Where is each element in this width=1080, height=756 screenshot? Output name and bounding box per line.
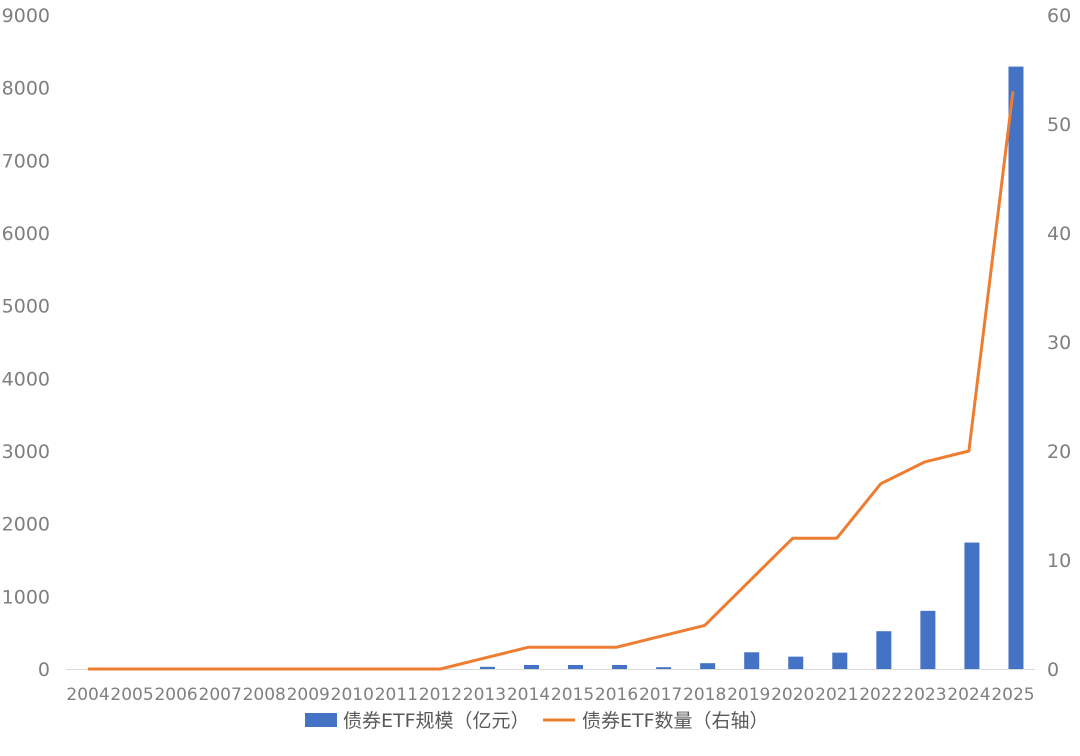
x-tick-label: 2012 [419, 685, 462, 705]
y-right-tick-label: 20 [1047, 441, 1071, 463]
y-left-tick-label: 7000 [2, 150, 50, 172]
bar [479, 666, 495, 669]
y-right-tick-label: 0 [1047, 659, 1059, 681]
y-right-tick-label: 30 [1047, 332, 1071, 354]
x-tick-label: 2025 [991, 685, 1034, 705]
x-tick-label: 2014 [507, 685, 550, 705]
x-tick-label: 2015 [551, 685, 594, 705]
bar-series [479, 66, 1024, 670]
y-right-tick-label: 40 [1047, 223, 1071, 245]
y-left-tick-label: 5000 [2, 296, 50, 318]
x-tick-label: 2020 [771, 685, 814, 705]
x-tick-label: 2024 [947, 685, 990, 705]
x-tick-label: 2017 [639, 685, 682, 705]
right-axis-ticks: 0 10 20 30 40 50 60 [1047, 5, 1071, 681]
bar [788, 656, 804, 669]
x-tick-label: 2019 [727, 685, 770, 705]
y-right-tick-label: 60 [1047, 5, 1071, 27]
bar [568, 665, 584, 669]
bar [700, 663, 716, 669]
x-tick-label: 2022 [859, 685, 902, 705]
legend-line-label: 债券ETF数量（右轴） [582, 710, 769, 732]
x-tick-label: 2011 [375, 685, 418, 705]
y-left-tick-label: 8000 [2, 78, 50, 100]
x-tick-label: 2006 [154, 685, 197, 705]
y-right-tick-label: 50 [1047, 114, 1071, 136]
y-left-tick-label: 9000 [2, 5, 50, 27]
legend-bar-swatch [305, 713, 337, 727]
legend-bar-label: 债券ETF规模（亿元） [343, 710, 530, 732]
x-tick-label: 2009 [287, 685, 330, 705]
x-tick-label: 2004 [66, 685, 109, 705]
x-axis-ticks: 2004 2005 2006 2007 2008 2009 2010 2011 2012 2013… [66, 685, 1034, 705]
bar [876, 631, 892, 669]
bar [744, 652, 760, 669]
x-tick-label: 2018 [683, 685, 726, 705]
y-right-tick-label: 10 [1047, 550, 1071, 572]
x-tick-label: 2021 [815, 685, 858, 705]
x-tick-label: 2023 [903, 685, 946, 705]
line-series [88, 91, 1015, 671]
y-left-tick-label: 4000 [2, 368, 50, 390]
y-left-tick-label: 6000 [2, 223, 50, 245]
bar [656, 667, 672, 669]
bar [1008, 66, 1024, 670]
x-tick-label: 2007 [199, 685, 242, 705]
y-left-tick-label: 0 [38, 659, 50, 681]
y-left-tick-label: 1000 [2, 586, 50, 608]
left-axis-ticks: 0 1000 2000 3000 4000 5000 6000 7000 8000 9000 [2, 5, 50, 681]
bar [612, 665, 628, 669]
x-tick-label: 2008 [243, 685, 286, 705]
y-left-tick-label: 2000 [2, 514, 50, 536]
x-tick-label: 2005 [110, 685, 153, 705]
x-tick-label: 2010 [331, 685, 374, 705]
x-tick-label: 2016 [595, 685, 638, 705]
legend: 债券ETF规模（亿元） 债券ETF数量（右轴） [305, 710, 769, 732]
bar [832, 652, 848, 669]
bar [964, 542, 980, 669]
y-left-tick-label: 3000 [2, 441, 50, 463]
x-tick-label: 2013 [463, 685, 506, 705]
bar [523, 665, 539, 669]
bar [920, 610, 936, 669]
